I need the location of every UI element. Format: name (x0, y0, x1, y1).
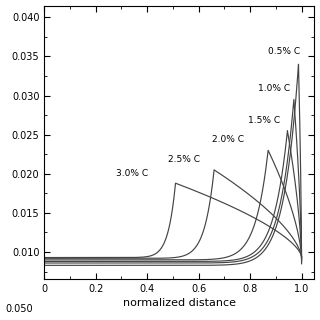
Text: 2.5% C: 2.5% C (168, 156, 200, 164)
Text: 3.0% C: 3.0% C (116, 169, 148, 178)
Text: 1.5% C: 1.5% C (248, 116, 280, 125)
Text: 0.050: 0.050 (5, 304, 33, 315)
X-axis label: normalized distance: normalized distance (123, 299, 236, 308)
Text: 0.5% C: 0.5% C (268, 47, 300, 56)
Text: 2.0% C: 2.0% C (212, 135, 244, 144)
Text: 1.0% C: 1.0% C (258, 84, 290, 93)
